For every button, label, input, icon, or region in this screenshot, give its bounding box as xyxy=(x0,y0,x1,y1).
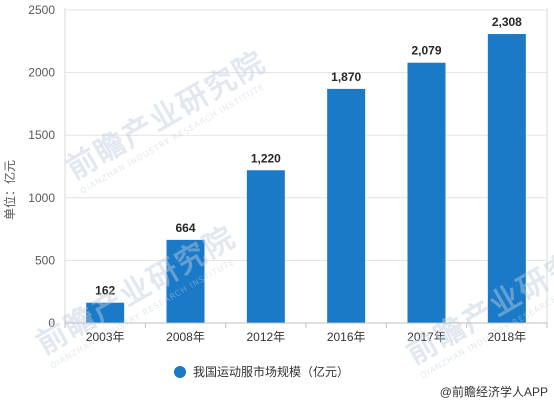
legend: 我国运动服市场规模（亿元） xyxy=(174,364,349,379)
legend-marker xyxy=(174,366,186,378)
y-tick-label: 2500 xyxy=(28,3,55,17)
x-tick-label: 2012年 xyxy=(246,330,285,344)
bar xyxy=(487,34,526,324)
y-axis-label: 单位：亿元 xyxy=(2,160,17,220)
x-tick-label: 2017年 xyxy=(407,330,446,344)
data-label: 2,308 xyxy=(492,15,522,29)
y-tick-label: 500 xyxy=(35,253,55,267)
data-label: 2,079 xyxy=(411,44,441,58)
bar xyxy=(246,170,285,323)
bars xyxy=(86,34,526,324)
x-tick-label: 2016年 xyxy=(327,330,366,344)
data-label: 664 xyxy=(175,221,195,235)
grid-lines xyxy=(65,9,547,261)
y-axis-ticks: 0 500 1000 1500 2000 2500 xyxy=(28,3,55,330)
y-tick-label: 2000 xyxy=(28,66,55,80)
bar xyxy=(86,302,125,323)
data-label: 1,220 xyxy=(251,151,281,165)
x-tick-label: 2008年 xyxy=(166,330,205,344)
legend-label: 我国运动服市场规模（亿元） xyxy=(193,364,349,379)
bar xyxy=(327,88,366,323)
x-axis-ticks: 2003年 2008年 2012年 2016年 2017年 2018年 xyxy=(64,323,548,344)
bar xyxy=(407,62,446,324)
y-tick-label: 1000 xyxy=(28,191,55,205)
data-labels: 162 664 1,220 1,870 2,079 2,308 xyxy=(95,15,522,298)
data-label: 1,870 xyxy=(331,70,361,84)
bar xyxy=(166,239,205,323)
data-label: 162 xyxy=(95,284,115,298)
x-tick-label: 2003年 xyxy=(86,330,125,344)
y-tick-label: 0 xyxy=(48,316,55,330)
y-tick-label: 1500 xyxy=(28,128,55,142)
x-tick-label: 2018年 xyxy=(487,330,526,344)
source-label: @前瞻经济学人APP xyxy=(440,384,548,399)
